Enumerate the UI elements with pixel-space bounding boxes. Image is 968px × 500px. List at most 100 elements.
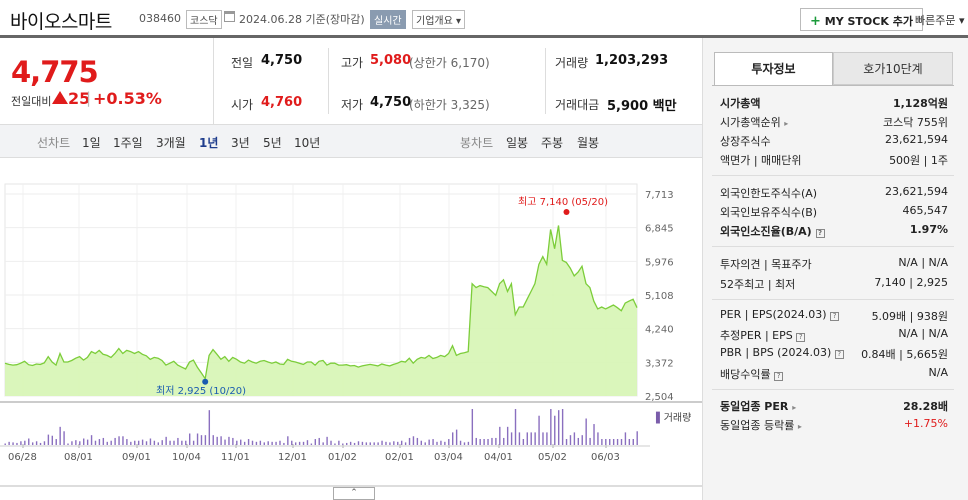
quick-order-button[interactable]: 빠른주문 ▾ — [915, 14, 965, 27]
volume-bar — [75, 440, 77, 445]
info-row-cap-rank[interactable]: 시가총액순위 ▸ 코스닥 755위 — [720, 116, 948, 129]
line-chart-label: 선차트 — [37, 136, 71, 150]
volume-bar — [220, 436, 222, 445]
tab-1w[interactable]: 1주일 — [113, 136, 143, 150]
volume-bar — [632, 439, 634, 445]
tab-1y[interactable]: 1년 — [199, 136, 219, 150]
tab-5y[interactable]: 5년 — [263, 136, 282, 150]
tab-monthly[interactable]: 월봉 — [577, 136, 600, 150]
volume-bar — [51, 435, 54, 445]
volume-bar — [157, 442, 159, 445]
volume-bar — [263, 442, 265, 445]
volume-bar — [479, 439, 481, 445]
high-marker — [563, 209, 570, 215]
volume-bar — [499, 426, 501, 445]
company-info-button[interactable]: 기업개요 ▾ — [412, 10, 466, 29]
volume-bar — [12, 442, 14, 445]
info-row-shares: 상장주식수 23,621,594 — [720, 133, 948, 148]
lower-limit: (하한가 3,325) — [409, 98, 490, 112]
volume-bar — [400, 440, 403, 445]
info-row-per: PER | EPS(2024.03) ? 5.09배 | 938원 — [720, 308, 948, 323]
volume-bar — [310, 443, 313, 445]
chart-tab-bar: 선차트 1일 1주일 3개월 1년 3년 5년 10년 봉차트 일봉 주봉 월봉 — [0, 124, 702, 158]
chevron-right-icon: ▸ — [792, 403, 797, 412]
x-tick-label: 03/04 — [434, 452, 463, 463]
volume-bar — [271, 441, 273, 445]
stock-name[interactable]: 바이오스마트 — [10, 11, 112, 33]
volume-bar — [240, 439, 242, 445]
upper-limit: (상한가 6,170) — [409, 56, 490, 70]
volume-bar — [161, 440, 163, 445]
volume-bar — [188, 433, 191, 445]
volume-bar — [192, 440, 195, 445]
volume-bar — [79, 441, 81, 445]
volume-bar — [601, 439, 603, 445]
collapse-chart-button[interactable]: ⌃ — [333, 487, 375, 500]
x-tick-label: 05/02 — [538, 452, 567, 463]
volume-bar — [212, 435, 214, 445]
volume-bar — [565, 439, 568, 445]
open-label: 시가 — [231, 98, 254, 112]
volume-bar — [467, 441, 470, 445]
tab-10y[interactable]: 10년 — [294, 136, 321, 150]
info-row-foreign-limit: 외국인한도주식수(A) 23,621,594 — [720, 185, 948, 200]
add-mystock-button[interactable]: + MY STOCK 추가 — [800, 8, 923, 31]
low-annotation: 최저 2,925 (10/20) — [156, 385, 246, 397]
volume-bar — [397, 441, 399, 445]
tab-investment-info[interactable]: 투자정보 — [714, 52, 833, 85]
volume-bar — [554, 415, 556, 445]
help-icon[interactable]: ? — [815, 229, 825, 238]
volume-bar — [518, 432, 521, 445]
info-row-sector-change[interactable]: 동일업종 등락률 ▸ +1.75% — [720, 417, 948, 432]
volume-bar — [216, 436, 218, 445]
volume-bar — [420, 440, 422, 445]
volume-bar — [620, 439, 623, 445]
chevron-up-icon: ⌃ — [350, 488, 358, 498]
volume-value: 1,203,293 — [595, 53, 669, 68]
volume-bar — [173, 440, 175, 445]
divider — [712, 175, 954, 176]
divider — [213, 38, 214, 124]
stock-header — [0, 0, 968, 38]
help-icon[interactable]: ? — [774, 372, 784, 381]
volume-bar — [471, 409, 474, 445]
volume-bar — [538, 415, 540, 445]
help-icon[interactable]: ? — [834, 350, 844, 359]
info-row-sector-per[interactable]: 동일업종 PER ▸ 28.28배 — [720, 400, 948, 413]
tab-daily[interactable]: 일봉 — [506, 136, 529, 150]
divider — [545, 48, 546, 114]
volume-bar — [83, 438, 85, 445]
prev-label: 전일 — [231, 56, 254, 70]
help-icon[interactable]: ? — [796, 333, 806, 342]
volume-bar — [243, 441, 246, 445]
realtime-button[interactable]: 실시간 — [370, 10, 406, 29]
x-tick-label: 06/03 — [591, 452, 620, 463]
tab-3m[interactable]: 3개월 — [156, 136, 186, 150]
volume-bar — [134, 440, 136, 445]
volume-bar — [526, 432, 528, 445]
change-percent: +0.53% — [93, 89, 162, 108]
chevron-down-icon: ▾ — [456, 16, 462, 27]
volume-bar — [530, 432, 532, 445]
volume-bar — [169, 440, 171, 445]
volume-bar — [428, 439, 430, 445]
volume-bar — [47, 434, 50, 445]
volume-bar — [357, 441, 360, 445]
y-tick-label: 5,108 — [645, 291, 674, 302]
volume-bar — [416, 437, 419, 445]
tab-order-book[interactable]: 호가10단계 — [833, 52, 953, 85]
help-icon[interactable]: ? — [830, 312, 840, 321]
tab-1d[interactable]: 1일 — [82, 136, 101, 150]
volume-bar — [16, 442, 18, 445]
x-tick-label: 01/02 — [328, 452, 357, 463]
volume-bar — [137, 440, 140, 445]
tab-3y[interactable]: 3년 — [231, 136, 250, 150]
volume-bar — [503, 437, 505, 445]
volume-bar — [561, 409, 564, 445]
volume-bar — [534, 432, 536, 445]
tab-weekly[interactable]: 주봉 — [541, 136, 564, 150]
volume-bar — [318, 437, 320, 445]
amount-label: 거래대금 — [555, 98, 600, 112]
volume-bar — [573, 432, 576, 445]
volume-bar — [495, 437, 497, 445]
